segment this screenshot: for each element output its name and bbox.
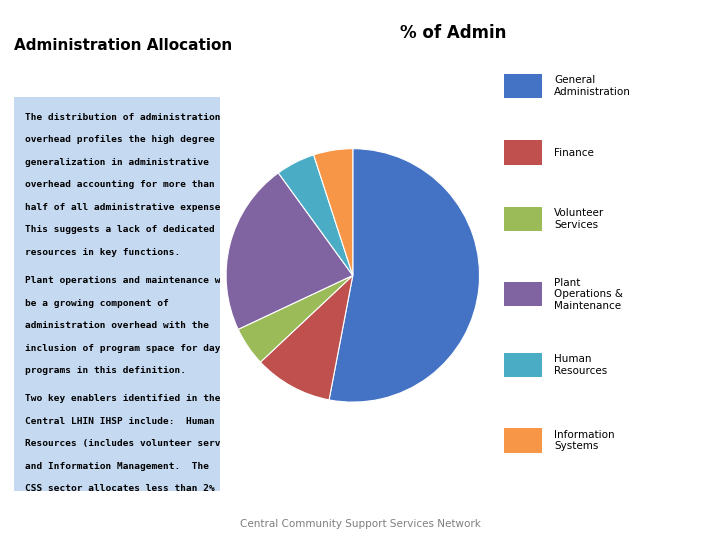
FancyBboxPatch shape (14, 97, 220, 491)
Text: Human
Resources: Human Resources (554, 354, 608, 376)
Wedge shape (226, 173, 353, 329)
Text: inclusion of program space for day: inclusion of program space for day (24, 343, 220, 353)
Text: half of all administrative expenses.: half of all administrative expenses. (24, 203, 232, 212)
Text: Plant
Operations &
Maintenance: Plant Operations & Maintenance (554, 278, 623, 311)
FancyBboxPatch shape (504, 428, 541, 453)
Text: Volunteer
Services: Volunteer Services (554, 208, 604, 230)
Text: be a growing component of: be a growing component of (24, 299, 168, 308)
Wedge shape (314, 148, 353, 275)
Wedge shape (238, 275, 353, 362)
Text: CSS sector allocates less than 2% and: CSS sector allocates less than 2% and (24, 484, 238, 494)
FancyBboxPatch shape (504, 282, 541, 306)
Text: Central LHIN IHSP include:  Human: Central LHIN IHSP include: Human (24, 417, 215, 426)
Text: Central Community Support Services Network: Central Community Support Services Netwo… (240, 519, 480, 529)
Text: Finance: Finance (554, 147, 594, 158)
FancyBboxPatch shape (504, 353, 541, 377)
Text: and Information Management.  The: and Information Management. The (24, 462, 209, 471)
Text: overhead profiles the high degree of: overhead profiles the high degree of (24, 136, 232, 144)
FancyBboxPatch shape (504, 140, 541, 165)
Text: resources in key functions.: resources in key functions. (24, 248, 180, 257)
FancyBboxPatch shape (504, 207, 541, 231)
Text: 1% of total expenses respectively.: 1% of total expenses respectively. (24, 507, 220, 516)
Text: Two key enablers identified in the: Two key enablers identified in the (24, 394, 220, 403)
Text: administration overhead with the: administration overhead with the (24, 321, 209, 330)
Wedge shape (279, 155, 353, 275)
Text: % of Admin: % of Admin (400, 24, 507, 42)
Text: This suggests a lack of dedicated: This suggests a lack of dedicated (24, 225, 215, 234)
Text: Information
Systems: Information Systems (554, 429, 615, 451)
Text: Plant operations and maintenance will: Plant operations and maintenance will (24, 276, 238, 285)
Text: Administration Allocation: Administration Allocation (14, 38, 233, 53)
Text: programs in this definition.: programs in this definition. (24, 366, 186, 375)
Text: General
Administration: General Administration (554, 75, 631, 97)
Wedge shape (261, 275, 353, 400)
Wedge shape (329, 148, 480, 402)
Text: generalization in administrative: generalization in administrative (24, 158, 209, 167)
Text: overhead accounting for more than: overhead accounting for more than (24, 180, 215, 190)
FancyBboxPatch shape (504, 74, 541, 98)
Text: The distribution of administration: The distribution of administration (24, 113, 220, 122)
Text: Resources (includes volunteer services): Resources (includes volunteer services) (24, 440, 249, 448)
